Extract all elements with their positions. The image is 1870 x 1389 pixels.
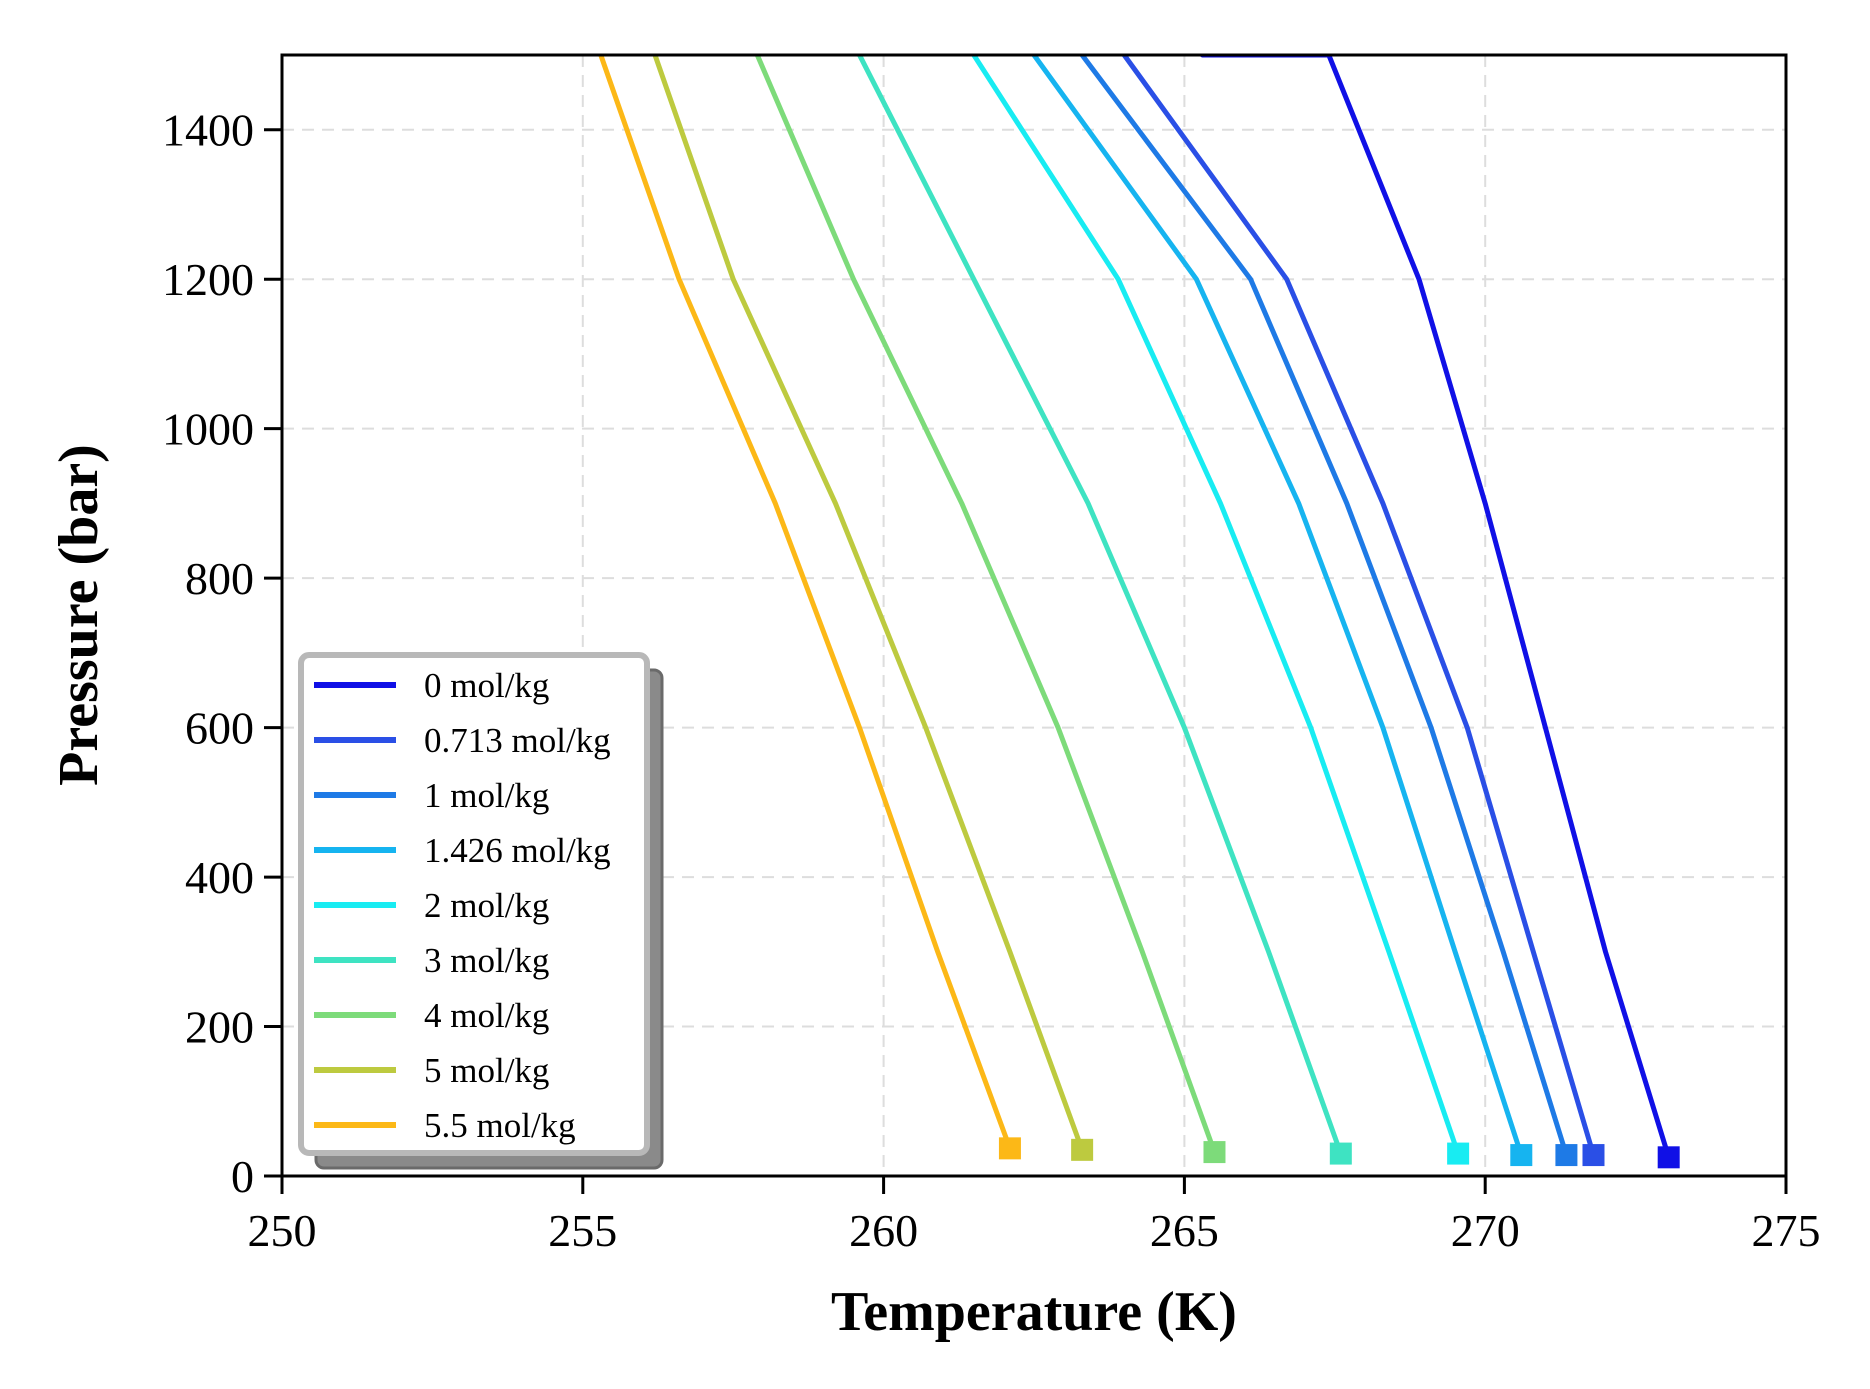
legend-label: 4 mol/kg [424,996,549,1035]
legend-label: 1 mol/kg [424,776,549,815]
y-axis-title: Pressure (bar) [48,444,110,786]
y-tick-label: 200 [185,1002,254,1053]
series-end-marker [1582,1144,1605,1167]
series-end-marker [1555,1144,1578,1167]
series-end-marker [1203,1141,1226,1164]
x-axis-title: Temperature (K) [831,1281,1237,1343]
legend-label: 0 mol/kg [424,666,549,705]
series-line [754,55,1217,1155]
legend-label: 5.5 mol/kg [424,1106,576,1145]
legend-label: 0.713 mol/kg [424,721,611,760]
series-markers [998,1137,1680,1169]
series-line [652,55,1085,1153]
series-line [1079,55,1569,1158]
y-tick-label: 800 [185,553,254,604]
x-tick-label: 275 [1752,1205,1821,1256]
x-tick-label: 260 [849,1205,918,1256]
series-line [598,55,1013,1151]
series-line [971,55,1461,1157]
legend-label: 5 mol/kg [424,1051,549,1090]
y-tick-label: 400 [185,852,254,903]
plot-frame [280,53,1788,1178]
series-end-marker [1447,1142,1470,1165]
legend-label: 1.426 mol/kg [424,831,611,870]
legend-box [298,652,650,1156]
series-end-marker [1510,1144,1533,1167]
axis-ticks: 250 255 260 265 270 275 0 200 400 600 800 1000 1200 1… [162,105,1821,1256]
series-lines [598,55,1672,1160]
series-end-marker [1657,1146,1680,1169]
series-end-marker [1071,1138,1094,1161]
series-end-marker [998,1137,1021,1160]
legend-label: 2 mol/kg [424,886,549,925]
y-tick-label: 1400 [162,105,254,156]
series-end-marker [1329,1142,1352,1165]
y-tick-label: 0 [231,1151,254,1202]
y-tick-label: 1200 [162,254,254,305]
y-tick-label: 1000 [162,404,254,455]
series-line [857,55,1344,1157]
x-tick-label: 255 [548,1205,617,1256]
y-tick-label: 600 [185,703,254,754]
x-tick-label: 265 [1150,1205,1219,1256]
x-tick-label: 270 [1451,1205,1520,1256]
legend-items: 0 mol/kg 0.713 mol/kg 1 mol/kg 1.426 mol/kg… [314,666,611,1145]
series-line [1031,55,1524,1158]
legend: 0 mol/kg 0.713 mol/kg 1 mol/kg 1.426 mol/kg… [298,652,664,1170]
x-tick-label: 250 [248,1205,317,1256]
legend-label: 3 mol/kg [424,941,549,980]
series-line [1199,55,1672,1160]
series-line [1121,55,1596,1158]
